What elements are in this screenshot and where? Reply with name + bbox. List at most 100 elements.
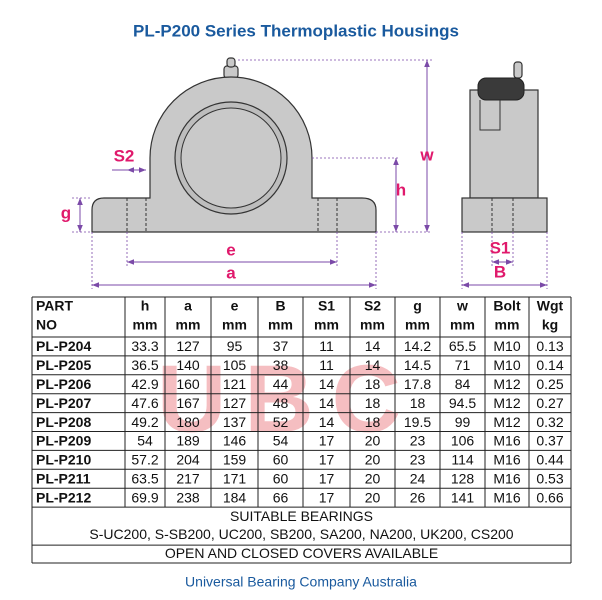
table-cell: 38 bbox=[273, 357, 289, 373]
table-cell: 171 bbox=[223, 470, 247, 486]
table-cell: 11 bbox=[319, 357, 334, 373]
table-cell: 204 bbox=[176, 452, 200, 468]
label-s1: S1 bbox=[490, 238, 511, 257]
part-number: PL-P210 bbox=[36, 452, 91, 468]
spec-table: PART NO h mm a mm e mm Bmm S1 mm S2 mm g mm w mm Bolt mm Wg… bbox=[31, 296, 572, 564]
table-cell: 0.27 bbox=[536, 395, 563, 411]
header-cell: g bbox=[413, 298, 422, 314]
side-detail bbox=[479, 100, 501, 131]
table-cell: 20 bbox=[365, 489, 381, 505]
table-note: OPEN AND CLOSED COVERS AVAILABLE bbox=[165, 545, 438, 561]
table-cell: M16 bbox=[493, 452, 520, 468]
part-number: PL-P207 bbox=[36, 395, 91, 411]
header-cell: mm bbox=[133, 317, 158, 333]
footer: Universal Bearing Company Australia bbox=[185, 574, 417, 590]
table-cell: 44 bbox=[273, 376, 289, 392]
table-cell: 48 bbox=[273, 395, 289, 411]
header-cell: Bolt bbox=[493, 298, 521, 314]
header-cell: mm bbox=[268, 317, 293, 333]
header-cell: mm bbox=[314, 317, 339, 333]
table-cell: 66 bbox=[273, 489, 289, 505]
header-cell: NO bbox=[36, 317, 57, 333]
table-cell: 14 bbox=[319, 395, 335, 411]
part-number: PL-P205 bbox=[36, 357, 91, 373]
header-cell: mm bbox=[495, 317, 520, 333]
table-cell: 14.2 bbox=[404, 338, 431, 354]
header-cell: kg bbox=[542, 317, 558, 333]
table-cell: 159 bbox=[223, 452, 247, 468]
header-cell: Wgt bbox=[537, 298, 564, 314]
table-cell: 14 bbox=[319, 414, 335, 430]
table-cell: 167 bbox=[176, 395, 200, 411]
label-w: w bbox=[419, 145, 434, 164]
table-cell: 217 bbox=[176, 470, 200, 486]
table-cell: 105 bbox=[223, 357, 247, 373]
label-h: h bbox=[396, 180, 406, 199]
table-cell: 14.5 bbox=[404, 357, 431, 373]
table-cell: 52 bbox=[273, 414, 289, 430]
table-cell: M16 bbox=[493, 433, 520, 449]
part-number: PL-P208 bbox=[36, 414, 91, 430]
table-cell: 47.6 bbox=[131, 395, 158, 411]
table-cell: 146 bbox=[223, 433, 247, 449]
header-cell: e bbox=[231, 298, 239, 314]
table-cell: 95 bbox=[227, 338, 243, 354]
front-view bbox=[91, 57, 377, 233]
table-cell: 60 bbox=[273, 470, 289, 486]
table-cell: 60 bbox=[273, 452, 289, 468]
table-cell: 49.2 bbox=[131, 414, 158, 430]
header-cell: PART bbox=[36, 298, 74, 314]
table-cell: 17 bbox=[319, 489, 335, 505]
table-cell: 0.37 bbox=[536, 433, 563, 449]
table-cell: 141 bbox=[451, 489, 475, 505]
table-cell: 65.5 bbox=[449, 338, 476, 354]
table-cell: 19.5 bbox=[404, 414, 431, 430]
table-cell: M10 bbox=[493, 338, 520, 354]
table-cell: 54 bbox=[273, 433, 289, 449]
table-cell: 99 bbox=[455, 414, 471, 430]
bore-inner bbox=[180, 107, 282, 209]
header-cell: S1 bbox=[318, 298, 335, 314]
watermark: UBC bbox=[157, 345, 419, 452]
table-cell: 127 bbox=[223, 395, 247, 411]
side-body bbox=[469, 89, 539, 199]
table-cell: M12 bbox=[493, 395, 520, 411]
table-cell: 17 bbox=[319, 452, 335, 468]
table-cell: 20 bbox=[365, 470, 381, 486]
table-cell: 84 bbox=[455, 376, 471, 392]
table-cell: 106 bbox=[451, 433, 475, 449]
label-g: g bbox=[61, 203, 71, 222]
table-cell: 20 bbox=[365, 452, 381, 468]
table-cell: 140 bbox=[176, 357, 200, 373]
side-base bbox=[461, 197, 548, 233]
header-cell: mm bbox=[450, 317, 475, 333]
header-cell: mm bbox=[405, 317, 430, 333]
table-cell: 17 bbox=[319, 433, 335, 449]
table-cell: 14 bbox=[365, 357, 381, 373]
table-cell: 71 bbox=[455, 357, 471, 373]
table-cell: 0.53 bbox=[536, 470, 563, 486]
table-cell: 0.25 bbox=[536, 376, 563, 392]
table-cell: 127 bbox=[176, 338, 200, 354]
table-cell: 0.13 bbox=[536, 338, 563, 354]
table-cell: 18 bbox=[365, 376, 381, 392]
table-cell: M16 bbox=[493, 470, 520, 486]
side-view bbox=[461, 61, 548, 233]
table-cell: M12 bbox=[493, 414, 520, 430]
table-cell: 54 bbox=[137, 433, 153, 449]
table-cell: 137 bbox=[223, 414, 247, 430]
table-cell: 20 bbox=[365, 433, 381, 449]
side-cap bbox=[477, 77, 525, 101]
table-cell: 17.8 bbox=[404, 376, 431, 392]
table-cell: 238 bbox=[176, 489, 200, 505]
table-cell: 36.5 bbox=[131, 357, 158, 373]
table-cell: 24 bbox=[410, 470, 426, 486]
part-number: PL-P212 bbox=[36, 489, 91, 505]
table-cell: M10 bbox=[493, 357, 520, 373]
table-cell: 94.5 bbox=[449, 395, 476, 411]
table-cell: 18 bbox=[365, 414, 381, 430]
grease-nipple bbox=[513, 61, 523, 79]
table-cell: 121 bbox=[223, 376, 247, 392]
table-cell: 17 bbox=[319, 470, 335, 486]
header-cell: a bbox=[184, 298, 192, 314]
